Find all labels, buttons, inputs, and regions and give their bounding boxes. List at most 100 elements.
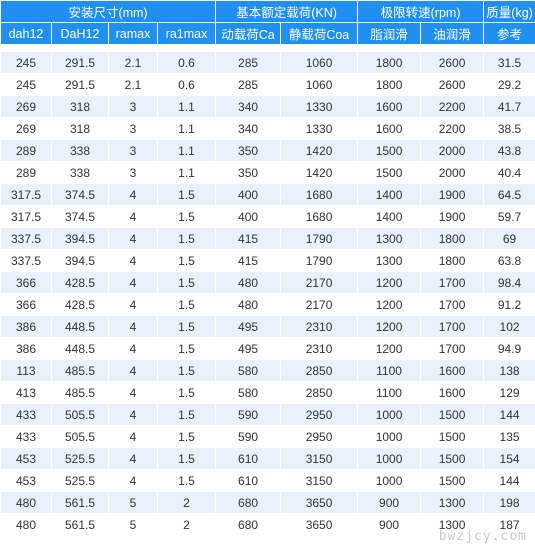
cell-DaH12: 374.5 [51,183,109,206]
cell-grease-speed: 1000 [357,403,422,426]
cell-grease-speed: 1500 [357,139,422,162]
col-static-load: 静载荷Coa [280,22,359,45]
cell-mass: 129 [483,381,535,404]
cell-mass: 64.5 [483,183,535,206]
cell-grease-speed: 1200 [357,315,422,338]
cell-oil-speed: 1300 [420,513,485,536]
cell-DaH12: 394.5 [51,227,109,250]
cell-ramax: 4 [108,205,158,228]
cell-dah12: 433 [0,425,52,448]
cell-static-load: 3650 [280,513,359,536]
cell-static-load: 2310 [280,337,359,360]
col-oil-lubrication: 油润滑 [420,22,485,45]
table-row: 289 338 3 1.1 350 1420 1500 2000 43.8 [0,139,535,162]
cell-dah12: 433 [0,403,52,426]
cell-ramax: 2.1 [108,73,158,96]
cell-ramax: 4 [108,403,158,426]
cell-oil-speed: 1600 [420,359,485,382]
cell-dynamic-load: 495 [215,337,282,360]
cell-grease-speed: 1300 [357,227,422,250]
cell-ramax: 3 [108,161,158,184]
cell-DaH12: 485.5 [51,359,109,382]
table-row: 386 448.5 4 1.5 495 2310 1200 1700 94.9 [0,337,535,360]
cell-ramax: 4 [108,183,158,206]
cell-static-load: 1420 [280,139,359,162]
cell-static-load: 1680 [280,205,359,228]
cell-grease-speed: 1400 [357,205,422,228]
cell-grease-speed: 1200 [357,337,422,360]
cell-DaH12: 448.5 [51,337,109,360]
cell-mass: 154 [483,447,535,470]
col-dah12: dah12 [0,22,52,45]
cell-ra1max: 1.5 [156,315,217,338]
cell-DaH12: 525.5 [51,469,109,492]
cell-ramax: 4 [108,469,158,492]
cell-dynamic-load: 680 [215,491,282,514]
cell-static-load: 3150 [280,447,359,470]
cell-mass: 38.5 [483,117,535,140]
group-install-dimensions: 安装尺寸(mm) [0,0,217,23]
cell-ra1max: 1.5 [156,359,217,382]
cell-dah12: 289 [0,161,52,184]
cell-dah12: 366 [0,271,52,294]
cell-oil-speed: 1800 [420,249,485,272]
cell-oil-speed: 2000 [420,161,485,184]
cell-oil-speed: 1900 [420,183,485,206]
cell-dynamic-load: 610 [215,469,282,492]
header-group-row: 安装尺寸(mm) 基本额定载荷(KN) 极限转速(rpm) 质量(kg) [0,0,535,23]
table-row: 337.5 394.5 4 1.5 415 1790 1300 1800 69 [0,227,535,250]
cell-oil-speed: 1500 [420,403,485,426]
cell-dynamic-load: 580 [215,381,282,404]
cell-static-load: 2310 [280,315,359,338]
cell-ramax: 3 [108,117,158,140]
cell-ra1max: 1.5 [156,381,217,404]
cell-DaH12: 485.5 [51,381,109,404]
cell-static-load: 2170 [280,293,359,316]
cell-oil-speed: 1900 [420,205,485,228]
cell-ramax: 2.1 [108,51,158,74]
col-grease-lubrication: 脂润滑 [357,22,422,45]
cell-mass: 98.4 [483,271,535,294]
cell-grease-speed: 1500 [357,161,422,184]
cell-mass: 138 [483,359,535,382]
cell-dynamic-load: 480 [215,271,282,294]
cell-static-load: 2950 [280,425,359,448]
cell-mass: 59.7 [483,205,535,228]
cell-mass: 102 [483,315,535,338]
cell-ra1max: 1.5 [156,447,217,470]
cell-DaH12: 448.5 [51,315,109,338]
cell-oil-speed: 1500 [420,425,485,448]
cell-mass: 41.7 [483,95,535,118]
cell-ramax: 4 [108,227,158,250]
cell-dah12: 480 [0,491,52,514]
cell-oil-speed: 2200 [420,117,485,140]
cell-mass: 43.8 [483,139,535,162]
table-row: 453 525.5 4 1.5 610 3150 1000 1500 144 [0,469,535,492]
cell-dah12: 113 [0,359,52,382]
table-row: 433 505.5 4 1.5 590 2950 1000 1500 144 [0,403,535,426]
table-row: 317.5 374.5 4 1.5 400 1680 1400 1900 59.7 [0,205,535,228]
cell-dah12: 337.5 [0,249,52,272]
cell-static-load: 2850 [280,359,359,382]
cell-dah12: 386 [0,315,52,338]
cell-ra1max: 1.5 [156,469,217,492]
cell-dynamic-load: 580 [215,359,282,382]
cell-ramax: 4 [108,447,158,470]
cell-static-load: 3150 [280,469,359,492]
cell-dynamic-load: 415 [215,249,282,272]
cell-mass: 187 [483,513,535,536]
cell-dah12: 386 [0,337,52,360]
cell-grease-speed: 1000 [357,469,422,492]
cell-DaH12: 505.5 [51,403,109,426]
cell-DaH12: 318 [51,117,109,140]
cell-static-load: 1680 [280,183,359,206]
group-limit-speed: 极限转速(rpm) [357,0,485,23]
table-row: 269 318 3 1.1 340 1330 1600 2200 41.7 [0,95,535,118]
cell-DaH12: 428.5 [51,293,109,316]
cell-ramax: 3 [108,139,158,162]
cell-grease-speed: 1000 [357,447,422,470]
cell-mass: 144 [483,403,535,426]
cell-static-load: 2170 [280,271,359,294]
cell-ra1max: 1.1 [156,161,217,184]
cell-dah12: 245 [0,51,52,74]
